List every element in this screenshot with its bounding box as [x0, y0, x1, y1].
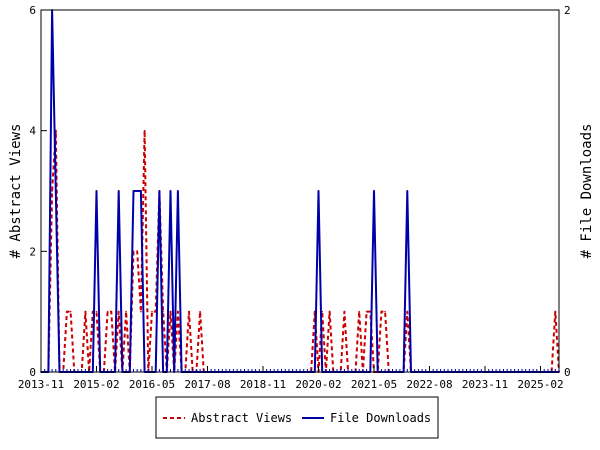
data-point: [55, 190, 57, 192]
legend-box: [155, 396, 439, 439]
legend: Abstract Views File Downloads: [155, 396, 439, 439]
x-tick-label: 2015-02: [73, 378, 119, 391]
data-point: [188, 310, 190, 313]
left-axis-title: # Abstract Views: [8, 124, 24, 259]
data-point: [158, 190, 161, 192]
data-point: [117, 190, 120, 192]
right-y-tick-label: 0: [564, 366, 571, 379]
data-point: [373, 190, 375, 192]
left-y-tick-label: 4: [29, 125, 36, 138]
data-point: [199, 310, 201, 313]
data-point: [143, 129, 146, 132]
data-point: [136, 190, 138, 192]
x-tick-label: 2025-02: [517, 378, 563, 391]
x-tick-label: 2016-05: [129, 378, 175, 391]
data-point: [117, 310, 120, 313]
data-point: [106, 310, 109, 313]
data-point: [177, 310, 179, 313]
data-point: [365, 310, 368, 313]
data-point: [125, 310, 127, 313]
data-point: [177, 190, 179, 192]
right-axis-title: # File Downloads: [579, 124, 595, 259]
data-point: [169, 310, 172, 313]
data-point: [110, 310, 113, 313]
data-point: [69, 310, 72, 313]
x-tick-label: 2022-08: [406, 378, 452, 391]
data-point: [406, 310, 409, 313]
data-point: [554, 310, 557, 313]
data-point: [343, 310, 346, 313]
x-tick-label: 2017-08: [184, 378, 230, 391]
data-point: [406, 190, 409, 192]
x-tick-label: 2018-11: [240, 378, 286, 391]
data-point: [95, 310, 98, 313]
data-point: [358, 310, 361, 313]
left-y-tick-label: 0: [29, 366, 36, 379]
data-point: [328, 310, 331, 313]
x-tick-label: 2020-02: [295, 378, 341, 391]
data-point: [169, 190, 172, 192]
data-point: [95, 190, 98, 192]
data-point: [84, 310, 87, 313]
data-point: [140, 190, 142, 192]
data-point: [317, 190, 320, 192]
left-y-tick-label: 6: [29, 4, 36, 17]
data-point: [132, 190, 135, 192]
data-point: [151, 310, 153, 313]
axes: 2013-11 2015-02 2016-05 2017-08 2018-11 2020-…: [18, 4, 571, 391]
data-point: [136, 250, 138, 253]
legend-label-file-downloads: File Downloads: [330, 411, 431, 425]
x-tick-label: 2021-05: [351, 378, 397, 391]
data-point: [51, 190, 53, 192]
x-tick-label: 2023-11: [462, 378, 508, 391]
x-minor-ticks: [40, 369, 560, 372]
data-point: [380, 310, 383, 313]
data-point: [66, 310, 68, 313]
right-y-tick-label: 2: [564, 4, 571, 17]
x-tick-label: 2013-11: [18, 378, 64, 391]
data-point: [140, 310, 142, 313]
legend-label-abstract-views: Abstract Views: [191, 411, 292, 425]
left-y-tick-label: 2: [29, 245, 36, 258]
data-point: [384, 310, 386, 313]
